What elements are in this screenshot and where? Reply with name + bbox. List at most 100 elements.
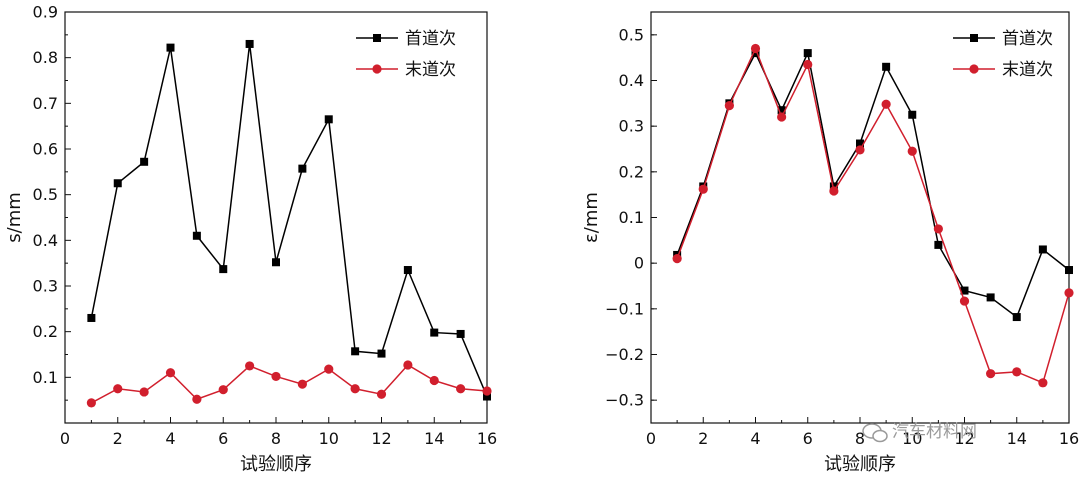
data-point-square — [430, 328, 439, 337]
y-tick-label: 0.3 — [619, 117, 644, 136]
data-point-square — [908, 110, 917, 119]
data-point-circle — [376, 389, 387, 399]
data-point-circle — [750, 43, 761, 54]
data-point-circle — [698, 184, 708, 194]
data-point-circle — [1064, 288, 1074, 298]
data-point-square — [1012, 313, 1021, 322]
data-point-square — [456, 329, 465, 338]
data-point-square — [934, 240, 943, 249]
y-tick-label: −0.1 — [605, 299, 644, 318]
x-tick-label: 14 — [1007, 429, 1027, 448]
series-line — [90, 43, 488, 397]
x-tick-label: 16 — [1059, 429, 1079, 448]
data-point-square — [324, 115, 333, 124]
legend-label: 首道次 — [405, 29, 456, 49]
data-point-square — [803, 49, 812, 58]
data-point-circle — [829, 186, 839, 196]
data-point-circle — [403, 360, 413, 370]
data-point-circle — [165, 368, 176, 378]
y-tick-label: 0.7 — [33, 94, 58, 113]
y-tick-label: 0.4 — [619, 71, 644, 90]
data-point-square — [272, 258, 280, 267]
data-point-circle — [350, 384, 360, 394]
data-point-circle — [245, 361, 255, 371]
data-point-circle — [855, 145, 865, 155]
data-point-circle — [724, 101, 734, 111]
y-tick-label: 0 — [634, 254, 644, 273]
data-point-circle — [803, 59, 813, 70]
data-point-circle — [324, 364, 334, 374]
data-point-square — [403, 266, 412, 275]
x-tick-label: 6 — [803, 429, 813, 448]
data-point-circle — [297, 379, 307, 389]
series-line — [91, 364, 488, 404]
x-tick-label: 6 — [218, 429, 228, 448]
data-point-circle — [777, 112, 787, 122]
watermark-text: 汽车材料网 — [892, 422, 977, 442]
data-point-circle — [959, 296, 970, 306]
data-point-square — [483, 392, 491, 401]
y-tick-label: −0.2 — [605, 345, 644, 364]
series-line — [676, 46, 1070, 384]
data-point-square — [140, 157, 149, 166]
data-point-square — [298, 164, 307, 173]
x-tick-label: 12 — [954, 429, 974, 448]
y-tick-label: 0.2 — [33, 322, 58, 341]
y-tick-label: 0.1 — [619, 208, 644, 227]
data-point-circle — [456, 384, 466, 394]
data-point-circle — [429, 375, 439, 386]
x-axis-label: 试验顺序 — [824, 454, 896, 475]
data-point-square — [166, 43, 175, 52]
y-tick-label: 0.8 — [33, 48, 58, 67]
data-point-square — [777, 106, 786, 115]
x-tick-label: 0 — [646, 429, 656, 448]
data-point-circle — [218, 385, 228, 395]
x-tick-label: 4 — [165, 429, 175, 448]
data-point-circle — [113, 384, 123, 394]
data-point-circle — [907, 146, 917, 156]
x-axis-label: 试验顺序 — [240, 454, 312, 475]
chart-left-displacement: 0 2 4 6 8 10 12 14 16 0.1 0.2 0.3 0.4 0.5 0.6 0.7 0.8 0.9… — [4, 3, 497, 476]
x-tick-label: 8 — [271, 429, 281, 448]
legend-label: 末道次 — [405, 60, 456, 80]
y-tick-label: 0.3 — [33, 277, 58, 296]
data-point-circle — [1038, 378, 1048, 388]
legend-marker-circle — [372, 64, 382, 74]
data-point-square — [113, 179, 122, 188]
x-tick-label: 8 — [855, 429, 865, 448]
data-point-square — [986, 293, 995, 302]
data-point-square — [219, 265, 228, 274]
y-tick-label: 0.9 — [33, 3, 58, 22]
legend-marker-circle — [969, 64, 979, 74]
watermark: 汽车材料网 — [862, 422, 977, 443]
x-tick-label: 4 — [750, 429, 760, 448]
data-point-square — [351, 347, 360, 356]
x-tick-label: 10 — [902, 429, 922, 448]
data-point-square — [882, 62, 891, 71]
legend-marker-square — [970, 34, 978, 42]
data-point-circle — [986, 369, 996, 379]
chart-right-deviation: 0 2 4 6 8 10 12 14 16 −0.3 −0.2 −0.1 0 0.1 0.2 0.3 0.4 0.… — [581, 11, 1079, 475]
data-point-square — [377, 349, 386, 358]
x-tick-label: 2 — [113, 429, 123, 448]
y-tick-label: 0.5 — [619, 25, 644, 44]
x-tick-label: 16 — [477, 429, 497, 448]
wechat-logo-icon — [862, 423, 888, 443]
data-point-circle — [672, 254, 682, 264]
legend-marker-square — [373, 34, 381, 42]
data-point-square — [245, 39, 254, 48]
data-point-circle — [192, 394, 202, 404]
data-point-square — [192, 231, 201, 240]
y-tick-label: 0.6 — [33, 140, 58, 159]
y-tick-label: 0.5 — [33, 185, 58, 204]
data-point-square — [1065, 266, 1073, 275]
data-point-circle — [482, 386, 492, 396]
data-point-square — [960, 286, 969, 295]
y-tick-label: 0.1 — [33, 368, 58, 387]
data-point-circle — [881, 99, 891, 109]
y-axis-label: s/mm — [4, 192, 25, 243]
x-tick-label: 2 — [698, 429, 708, 448]
x-tick-label: 12 — [371, 429, 391, 448]
y-tick-label: 0.4 — [33, 231, 58, 250]
